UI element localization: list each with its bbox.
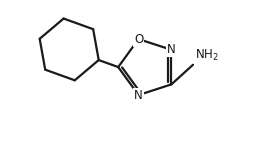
Text: N: N — [134, 89, 143, 102]
Text: N: N — [167, 43, 176, 56]
Text: O: O — [134, 33, 143, 46]
Text: NH$_2$: NH$_2$ — [195, 48, 219, 63]
